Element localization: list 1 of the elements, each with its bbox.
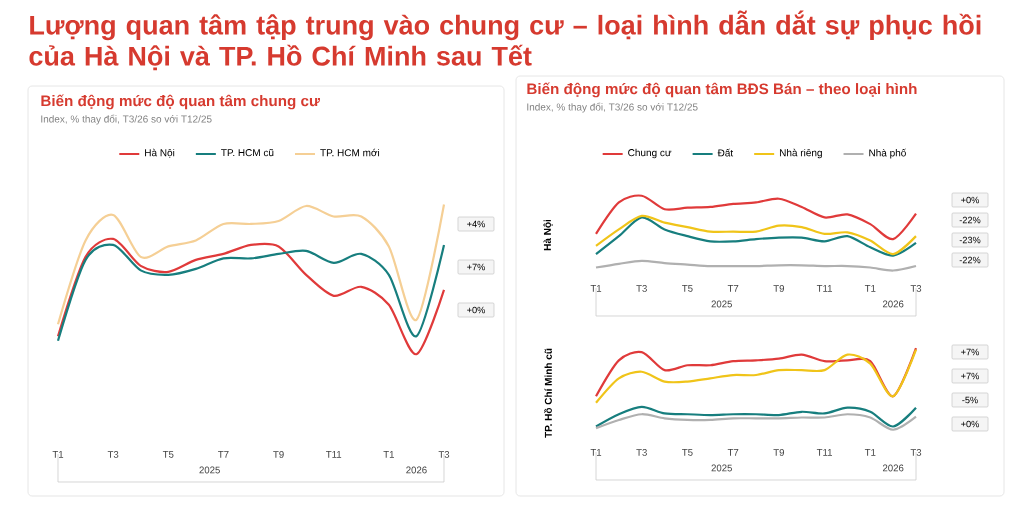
text: Lượng quan tâm tập trung vào chung cư – loại hình dẫn dắt sự phục hồi của Hà Nội và TP. Hồ Chí Minh sau Tết <box>29 10 981 71</box>
